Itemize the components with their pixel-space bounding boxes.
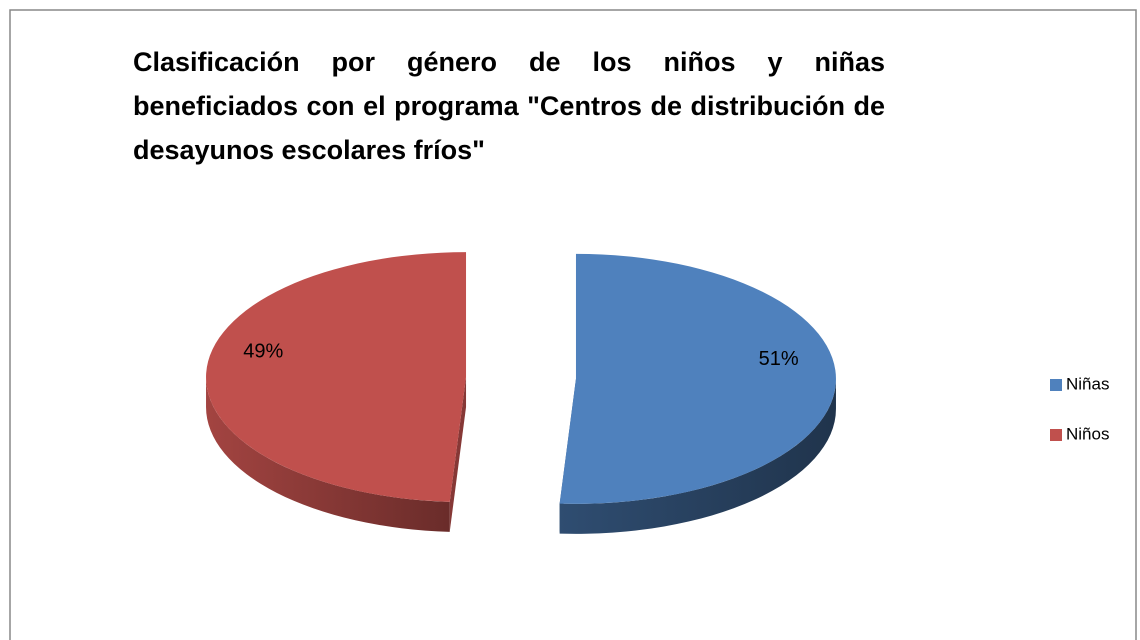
slice-side	[559, 378, 836, 534]
slice: 51%	[559, 253, 836, 534]
slice-cut-face	[449, 377, 467, 532]
pie: 51% 49%	[206, 252, 836, 534]
legend: Niñas Niños	[1050, 374, 1109, 443]
slice-top	[206, 252, 467, 502]
legend-label: Niños	[1066, 424, 1109, 443]
chart-frame	[9, 9, 1137, 640]
slice: 49%	[206, 252, 467, 532]
data-label: 51%	[759, 348, 799, 370]
slice-top	[559, 253, 836, 504]
legend-swatch	[1050, 379, 1062, 391]
chart-title: Clasificación por género de los niños y …	[133, 47, 885, 165]
legend-swatch	[1050, 429, 1062, 441]
legend-label: Niñas	[1066, 374, 1109, 393]
data-label: 49%	[243, 340, 283, 362]
slice-side	[206, 377, 450, 532]
